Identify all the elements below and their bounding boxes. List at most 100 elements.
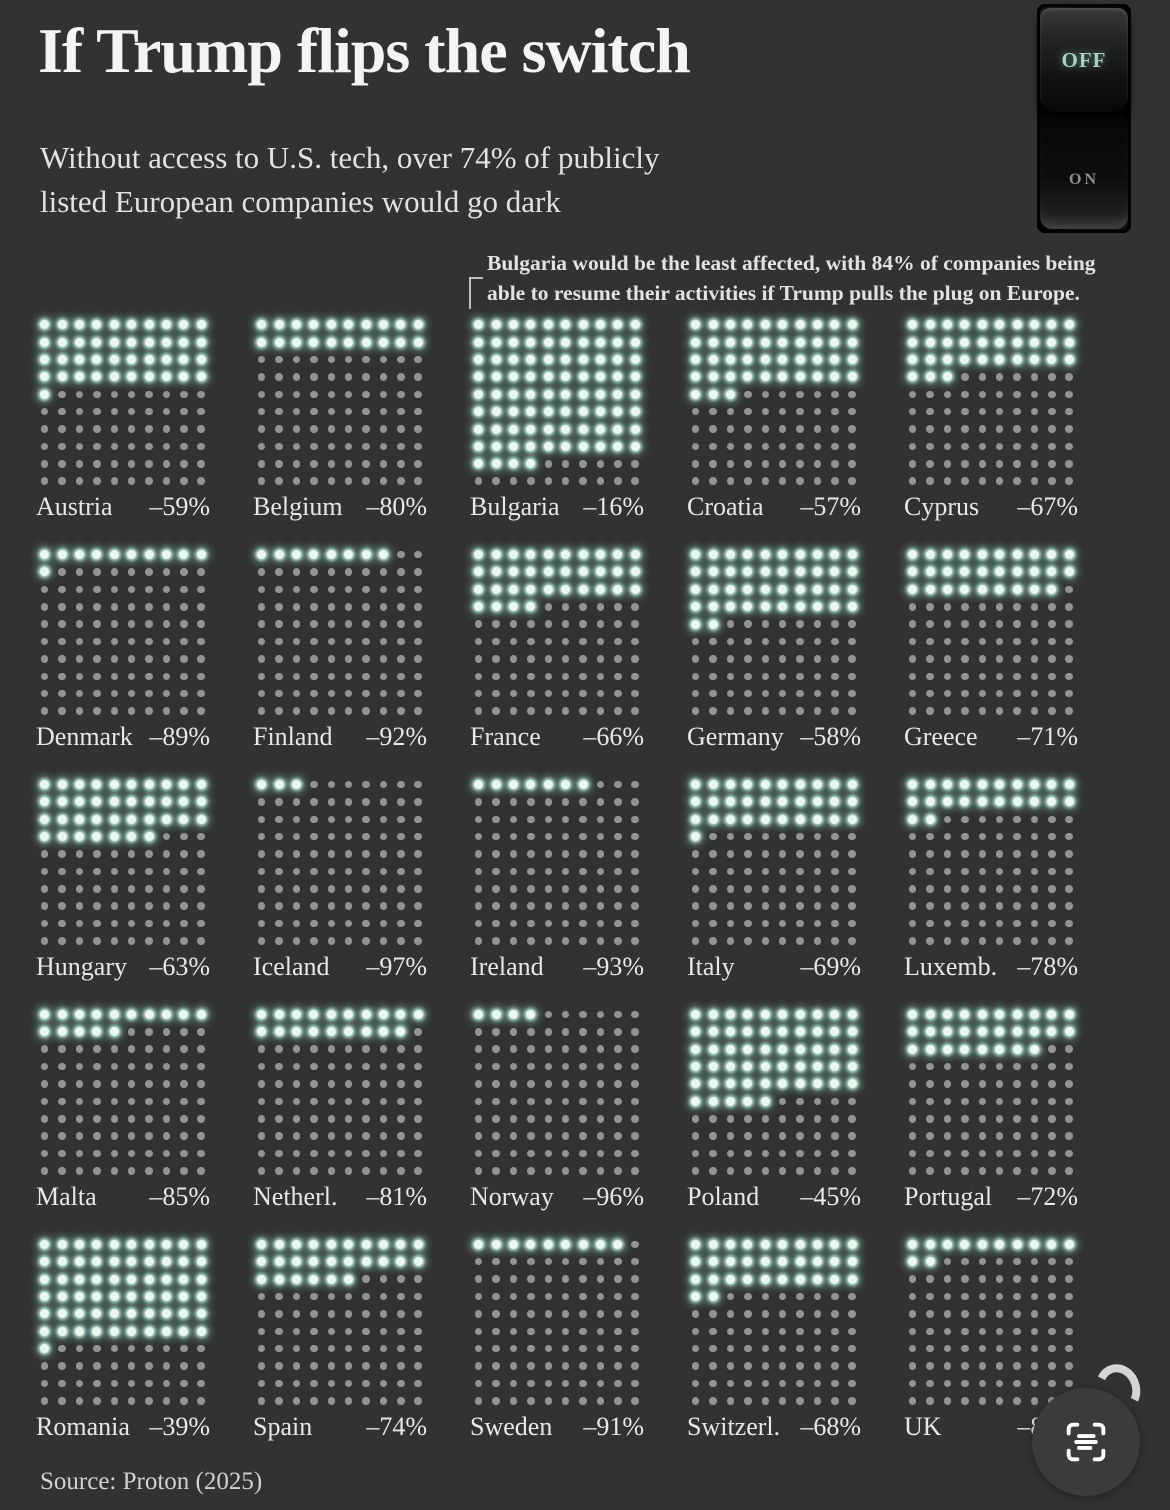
dot-dim [544, 832, 552, 841]
dot-dim [362, 1149, 370, 1158]
dot-lit [74, 1326, 84, 1336]
dot-lit [109, 1274, 119, 1284]
dot-dim [908, 1310, 917, 1318]
dot-dim [327, 1362, 335, 1370]
dot-dim [544, 1010, 552, 1019]
dot-lit [526, 459, 536, 469]
dot-dim [362, 780, 370, 789]
dot-lit [925, 337, 935, 347]
dot-lit [109, 337, 119, 347]
country-card-poland: Poland –45% [687, 1006, 861, 1211]
dot-dim [1013, 1379, 1021, 1388]
dot-dim [397, 1097, 405, 1106]
dot-dim [926, 1132, 934, 1140]
dot-lit [491, 550, 501, 560]
dot-dim [778, 1397, 787, 1405]
dot-dim [58, 1115, 66, 1123]
dot-dim [848, 672, 856, 681]
dot-lit [708, 389, 718, 399]
dot-lit [595, 389, 605, 399]
dot-dim [310, 655, 318, 663]
dot-dim [197, 919, 205, 928]
dot-lit [491, 584, 501, 594]
dot-dim [848, 1310, 856, 1318]
dot-lit [725, 602, 735, 612]
dot-lit [196, 337, 206, 347]
dot-dim [1030, 390, 1039, 398]
dot-dim [761, 707, 769, 715]
dot-dim [995, 442, 1004, 451]
dot-dim [93, 1045, 101, 1053]
dot-lit [977, 320, 987, 330]
dot-dim [744, 1292, 752, 1301]
dot-dim [379, 1097, 388, 1106]
dot-dim [527, 1167, 535, 1175]
dot-dim [561, 867, 570, 876]
dot-dim [614, 1362, 622, 1370]
dot-dim [709, 425, 717, 433]
dot-lit [361, 1027, 371, 1037]
dot-lit [196, 1309, 206, 1319]
dot-dim [327, 425, 335, 433]
dot-dim [414, 1344, 422, 1353]
scan-text-button[interactable] [1032, 1388, 1140, 1496]
dot-lit [725, 1239, 735, 1249]
dot-dim [1065, 603, 1073, 611]
dot-lit [830, 780, 840, 789]
dot-lit [691, 372, 701, 382]
dot-dim [327, 1062, 335, 1071]
country-card-cyprus: Cyprus –67% [904, 316, 1078, 521]
dot-dim [110, 407, 118, 416]
dot-lit [960, 567, 970, 577]
dot-dim [40, 655, 49, 663]
dot-dim [492, 937, 500, 945]
dot-dim [379, 1344, 388, 1353]
dot-dim [579, 707, 587, 715]
dot-lit [109, 797, 119, 807]
dot-lit [309, 1239, 319, 1249]
dot-lit [691, 337, 701, 347]
dot-dim [908, 850, 917, 858]
dot-dim [527, 1310, 535, 1318]
dot-dim [961, 1327, 969, 1336]
dot-dim [561, 902, 570, 910]
dot-lit [1064, 320, 1074, 330]
dot-lit [561, 1239, 571, 1249]
dot-dim [474, 885, 483, 893]
dot-dim [561, 832, 570, 841]
dot-dim [344, 832, 353, 841]
dot-lit [725, 1096, 735, 1106]
dot-dim [58, 707, 66, 715]
dot-dim [362, 937, 370, 945]
dot-dim [310, 780, 318, 789]
dot-dim [275, 689, 283, 698]
dot-lit [109, 780, 119, 789]
dot-dim [275, 1344, 283, 1353]
dot-lit [942, 1044, 952, 1054]
dot-lit [57, 1326, 67, 1336]
dot-dim [596, 1167, 605, 1175]
dot-dim [1048, 1292, 1056, 1301]
dot-dim [397, 689, 405, 698]
dot-lit [361, 1239, 371, 1249]
switch-on-rocker: ON [1040, 116, 1128, 229]
dot-dim [127, 1132, 136, 1140]
dot-dim [848, 460, 856, 468]
dot-dim [275, 637, 283, 646]
dot-dim [292, 1379, 301, 1388]
dot-dim [726, 885, 735, 893]
dot-dim [180, 603, 188, 611]
dot-dim [180, 442, 188, 451]
dot-dim [848, 919, 856, 928]
dot-dim [362, 1062, 370, 1071]
dot-lit [57, 550, 67, 560]
dot-dim [292, 689, 301, 698]
dot-dim [379, 867, 388, 876]
dot-dim [995, 390, 1004, 398]
dot-dim [127, 637, 136, 646]
dot-dim [761, 637, 769, 646]
dot-dim [596, 798, 605, 806]
dot-dim [310, 1080, 318, 1088]
waffle-chart [36, 776, 210, 950]
dot-dim [275, 1362, 283, 1370]
